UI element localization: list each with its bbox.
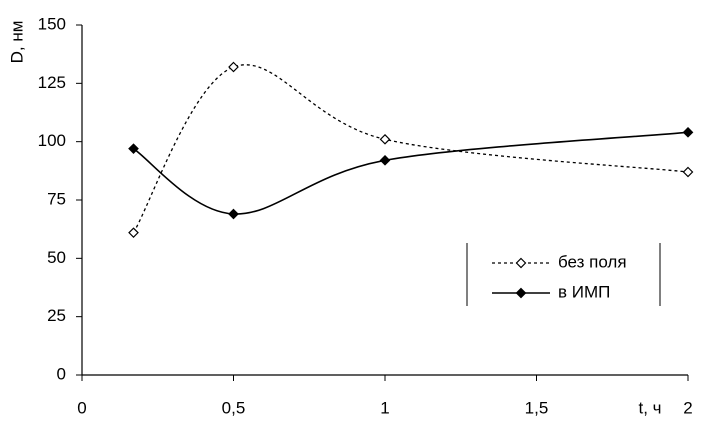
marker — [379, 133, 391, 145]
x-tick-label: 0,5 — [222, 398, 246, 417]
y-tick-label: 50 — [47, 248, 66, 267]
y-axis-label: D, нм — [7, 21, 26, 64]
y-tick-label: 25 — [47, 306, 66, 325]
x-tick-label: 1,5 — [525, 398, 549, 417]
series-line — [133, 131, 689, 215]
y-tick-label: 150 — [38, 14, 66, 33]
y-tick-label: 125 — [38, 73, 66, 92]
marker — [682, 126, 694, 138]
marker — [128, 227, 139, 239]
legend-label: в ИМП — [558, 282, 610, 301]
x-tick-label: 0 — [77, 398, 86, 417]
x-tick-label: 2 — [683, 398, 692, 417]
legend-marker — [515, 257, 527, 269]
marker — [128, 143, 139, 155]
marker — [228, 61, 239, 73]
series-line — [132, 64, 689, 234]
y-tick-label: 0 — [57, 364, 66, 383]
marker — [379, 154, 391, 166]
y-tick-label: 100 — [38, 131, 66, 150]
x-axis-label: t, ч — [638, 398, 661, 417]
legend-label: без поля — [558, 252, 627, 271]
legend-marker — [515, 287, 527, 299]
x-tick-label: 1 — [380, 398, 389, 417]
marker — [682, 166, 694, 178]
marker — [228, 208, 239, 220]
y-tick-label: 75 — [47, 189, 66, 208]
